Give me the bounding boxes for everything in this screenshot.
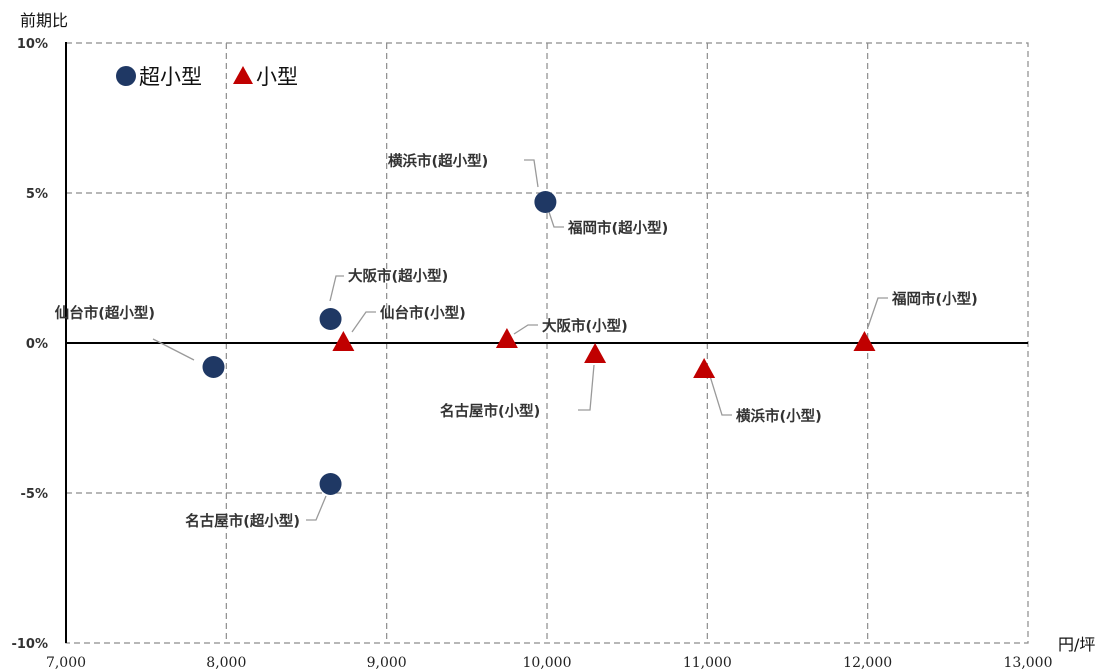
label-leader-line [548,211,564,228]
data-label: 名古屋市(超小型) [185,512,300,530]
data-point-circle [202,356,225,378]
data-label: 横浜市(超小型) [388,152,488,170]
x-axis-title: 円/坪 [1058,635,1095,654]
label-leader-line [709,375,732,416]
y-tick-label: -10% [11,637,48,652]
legend-marker-circle [116,66,136,86]
legend: 超小型 小型 [116,65,298,89]
data-label: 仙台市(超小型) [55,304,155,322]
data-point-circle [319,308,342,330]
data-point-triangle [853,331,876,351]
label-leader-line [306,495,327,521]
legend-marker-triangle [233,66,253,84]
x-tick-label: 13,000 [1004,655,1053,671]
leader-layer [152,159,888,521]
label-leader-line [351,311,376,333]
label-leader-line [152,338,195,361]
x-tick-label: 8,000 [206,655,246,671]
x-tick-label: 10,000 [523,655,572,671]
x-tick-label: 12,000 [843,655,892,671]
data-point-triangle [332,331,355,351]
data-label: 福岡市(小型) [891,290,978,308]
label-layer: 仙台市(超小型) 大阪市(超小型) 名古屋市(超小型) 横浜市(超小型) 福岡市(超小型… [55,152,978,530]
data-label: 福岡市(超小型) [567,219,668,237]
x-tick-label: 9,000 [367,655,407,671]
data-label: 大阪市(超小型) [348,267,448,285]
data-point-triangle [495,328,518,348]
label-leader-line [867,297,888,328]
label-leader-line [513,324,538,335]
legend-entry-label: 小型 [256,65,298,89]
data-label: 大阪市(小型) [542,317,628,335]
data-point-circle [319,473,342,495]
data-label: 仙台市(小型) [380,304,466,322]
x-tick-label: 11,000 [683,655,732,671]
data-point-circle [534,191,557,213]
data-point-triangle [693,358,716,378]
y-tick-label: 10% [17,37,48,52]
legend-entry-label: 超小型 [139,65,202,89]
y-axis-title: 前期比 [20,11,68,30]
grid-layer [65,42,1029,644]
axis-layer: 7,000 8,000 9,000 10,000 11,000 12,000 13,000 1… [11,37,1052,671]
data-point-triangle [584,343,607,363]
data-label: 横浜市(小型) [736,407,822,425]
y-tick-label: 0% [26,337,48,352]
data-label: 名古屋市(小型) [440,402,540,420]
x-tick-label: 7,000 [46,655,86,671]
label-leader-line [578,364,595,411]
y-tick-label: 5% [26,187,48,202]
label-leader-line [329,275,344,302]
y-tick-label: -5% [21,487,48,502]
marker-layer [202,191,876,495]
label-leader-line [524,159,539,188]
